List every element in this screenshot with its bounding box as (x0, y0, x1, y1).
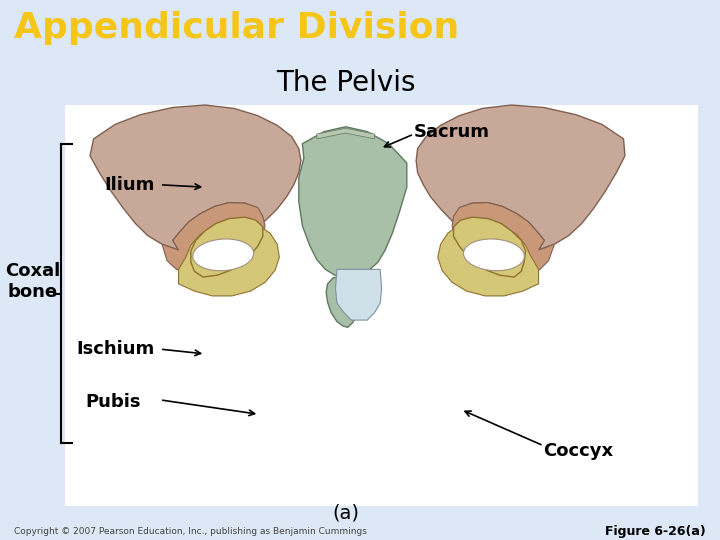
Polygon shape (452, 202, 554, 277)
Polygon shape (191, 217, 263, 277)
Polygon shape (326, 278, 367, 327)
Text: Sacrum: Sacrum (414, 123, 490, 140)
Polygon shape (317, 128, 374, 139)
Polygon shape (456, 202, 544, 252)
Polygon shape (416, 105, 625, 252)
Text: Coccyx: Coccyx (544, 442, 613, 460)
Polygon shape (90, 105, 301, 252)
Text: Pubis: Pubis (85, 393, 140, 411)
Polygon shape (438, 221, 539, 296)
Polygon shape (173, 202, 261, 252)
Text: Ischium: Ischium (76, 340, 155, 358)
Text: Copyright © 2007 Pearson Education, Inc., publishing as Benjamin Cummings: Copyright © 2007 Pearson Education, Inc.… (14, 527, 367, 536)
Text: Ilium: Ilium (104, 176, 155, 194)
Text: The Pelvis: The Pelvis (276, 69, 415, 97)
Polygon shape (454, 217, 526, 277)
Text: (a): (a) (332, 504, 359, 523)
Ellipse shape (464, 239, 524, 271)
Text: Appendicular Division: Appendicular Division (14, 11, 459, 45)
Text: Figure 6-26(a): Figure 6-26(a) (605, 525, 706, 538)
Polygon shape (299, 127, 407, 278)
Ellipse shape (193, 239, 253, 271)
Polygon shape (336, 269, 382, 320)
FancyBboxPatch shape (65, 105, 698, 506)
Polygon shape (162, 202, 265, 277)
Text: Coxal
bone: Coxal bone (5, 262, 60, 301)
Polygon shape (179, 221, 279, 296)
